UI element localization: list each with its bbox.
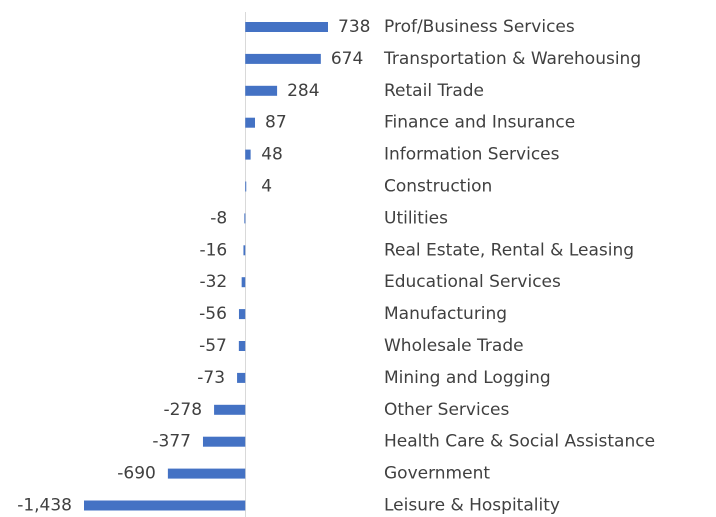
value-label: -278 bbox=[163, 400, 202, 420]
bar bbox=[238, 341, 246, 351]
category-label: Utilities bbox=[384, 208, 448, 228]
bar bbox=[245, 85, 278, 96]
category-label: Government bbox=[384, 464, 490, 484]
category-label: Educational Services bbox=[384, 272, 561, 292]
category-label: Mining and Logging bbox=[384, 368, 551, 388]
value-label: 284 bbox=[287, 81, 319, 101]
bar bbox=[202, 436, 246, 447]
value-label: 4 bbox=[261, 177, 272, 197]
value-label: -8 bbox=[210, 208, 227, 228]
value-label: 87 bbox=[265, 113, 287, 133]
category-label: Retail Trade bbox=[384, 81, 484, 101]
bar bbox=[84, 500, 246, 511]
category-label: Construction bbox=[384, 177, 492, 197]
bar bbox=[241, 277, 246, 288]
category-label: Transportation & Warehousing bbox=[383, 49, 641, 69]
value-label: -690 bbox=[117, 464, 156, 484]
value-label: -56 bbox=[199, 304, 227, 324]
category-label: Health Care & Social Assistance bbox=[384, 432, 655, 452]
category-label: Other Services bbox=[384, 400, 510, 420]
value-label: 48 bbox=[261, 145, 283, 165]
value-label: -57 bbox=[199, 336, 227, 356]
bar bbox=[243, 245, 246, 256]
category-label: Real Estate, Rental & Leasing bbox=[384, 240, 634, 260]
category-label: Information Services bbox=[384, 145, 560, 165]
bar bbox=[245, 181, 247, 192]
value-label: 738 bbox=[338, 17, 370, 37]
value-label: -73 bbox=[197, 368, 225, 388]
bar bbox=[245, 53, 321, 64]
value-label: -377 bbox=[152, 432, 191, 452]
bar bbox=[238, 309, 246, 320]
value-label: 674 bbox=[331, 49, 363, 69]
category-label: Wholesale Trade bbox=[384, 336, 524, 356]
category-label: Finance and Insurance bbox=[384, 113, 575, 133]
category-label: Manufacturing bbox=[384, 304, 507, 324]
value-label: -32 bbox=[199, 272, 227, 292]
bar bbox=[245, 149, 251, 160]
bar bbox=[237, 372, 246, 383]
bar bbox=[245, 117, 256, 128]
value-label: -16 bbox=[199, 240, 227, 260]
bar bbox=[245, 22, 328, 32]
bar bbox=[244, 213, 246, 224]
category-label: Leisure & Hospitality bbox=[384, 496, 560, 516]
bar bbox=[214, 404, 246, 415]
bar bbox=[167, 468, 246, 479]
category-label: Prof/Business Services bbox=[384, 17, 575, 37]
value-label: -1,438 bbox=[17, 496, 72, 516]
